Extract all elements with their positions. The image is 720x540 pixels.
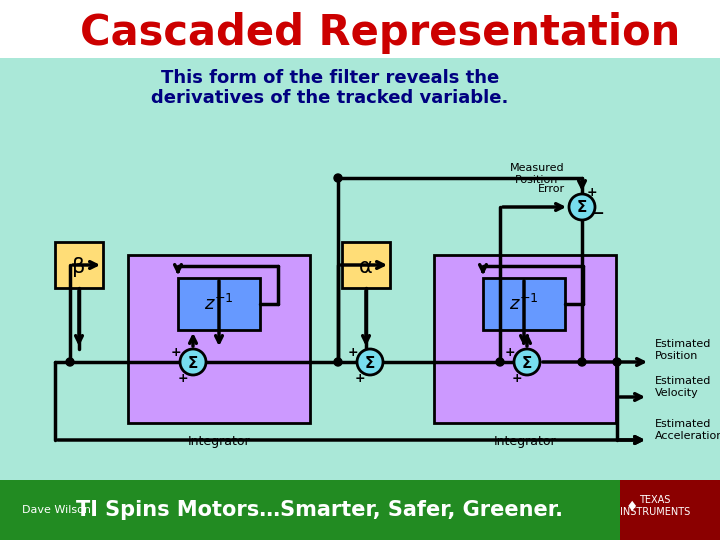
Text: Measured
Position: Measured Position	[510, 163, 564, 185]
Text: Σ: Σ	[522, 355, 532, 370]
Text: Integrator: Integrator	[494, 435, 557, 448]
Text: Σ: Σ	[365, 355, 375, 370]
Circle shape	[569, 194, 595, 220]
Bar	[178, 278, 260, 330]
Circle shape	[613, 358, 621, 366]
Text: Cascaded Representation: Cascaded Representation	[80, 12, 680, 54]
Circle shape	[66, 358, 74, 366]
Text: ♦: ♦	[626, 500, 638, 514]
Text: Error: Error	[538, 184, 565, 194]
Text: +: +	[505, 346, 516, 359]
Bar	[483, 278, 565, 330]
Text: $z^{-1}$: $z^{-1}$	[204, 294, 234, 314]
Text: Σ: Σ	[577, 200, 588, 215]
Text: +: +	[587, 186, 598, 199]
Bar	[0, 480, 720, 540]
Text: Estimated
Velocity: Estimated Velocity	[655, 376, 711, 398]
Bar	[0, 58, 720, 480]
Circle shape	[496, 358, 504, 366]
Text: β: β	[72, 257, 86, 277]
Text: $z^{-1}$: $z^{-1}$	[509, 294, 539, 314]
Text: +: +	[355, 372, 365, 384]
Text: Estimated
Acceleration: Estimated Acceleration	[655, 419, 720, 441]
Circle shape	[578, 358, 586, 366]
Bar	[434, 255, 616, 423]
Text: +: +	[348, 346, 359, 359]
Text: α: α	[359, 257, 373, 277]
Circle shape	[334, 174, 342, 182]
Circle shape	[180, 349, 206, 375]
Text: Dave Wilson: Dave Wilson	[22, 505, 91, 515]
Text: TI Spins Motors…Smarter, Safer, Greener.: TI Spins Motors…Smarter, Safer, Greener.	[76, 500, 564, 520]
Text: TEXAS
INSTRUMENTS: TEXAS INSTRUMENTS	[620, 495, 690, 517]
Text: +: +	[178, 372, 189, 384]
Bar	[620, 480, 720, 540]
Text: +: +	[512, 372, 522, 384]
Circle shape	[334, 358, 342, 366]
Bar	[0, 0, 720, 58]
Text: Σ: Σ	[188, 355, 198, 370]
Bar	[342, 242, 390, 288]
Text: Estimated
Position: Estimated Position	[655, 339, 711, 361]
Circle shape	[357, 349, 383, 375]
Bar	[128, 255, 310, 423]
Text: +: +	[171, 346, 181, 359]
Bar	[55, 242, 103, 288]
Text: This form of the filter reveals the
derivatives of the tracked variable.: This form of the filter reveals the deri…	[151, 69, 509, 107]
Circle shape	[514, 349, 540, 375]
Text: Integrator: Integrator	[188, 435, 251, 448]
Text: −: −	[592, 206, 604, 221]
